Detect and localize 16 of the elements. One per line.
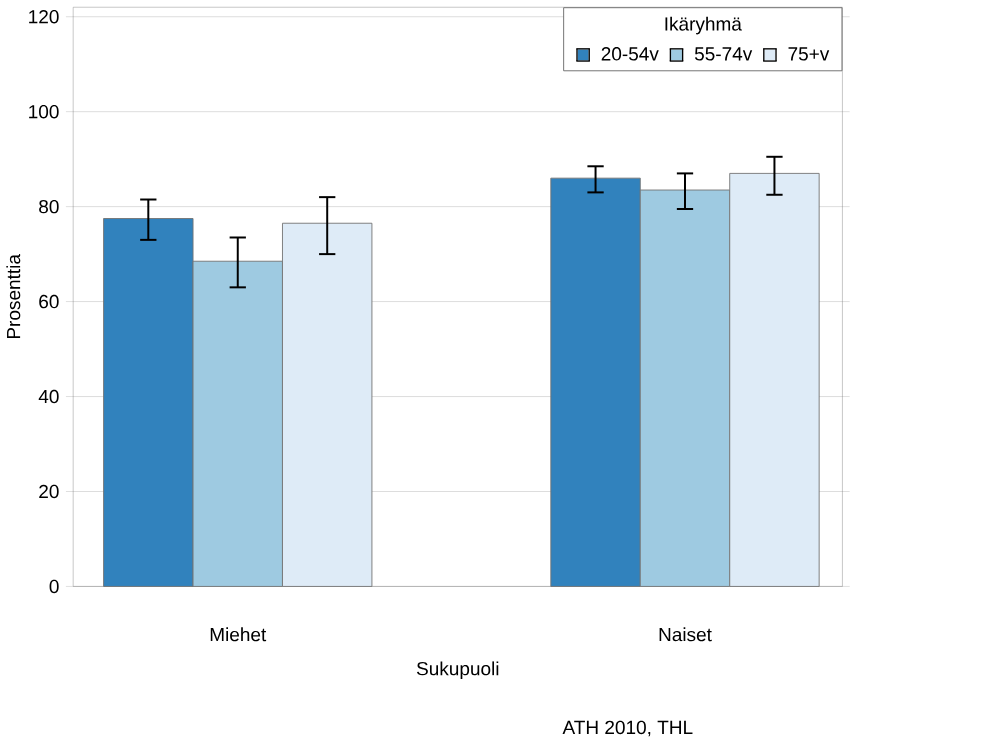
y-tick-label: 100 (29, 105, 59, 119)
legend-label: 20-54v (601, 47, 659, 61)
y-tick-label: 0 (49, 579, 59, 594)
legend-label: 75+v (788, 47, 830, 61)
y-tick-label: 20 (39, 484, 59, 499)
y-tick-label: 40 (38, 389, 59, 404)
y-tick-label: 80 (39, 200, 59, 214)
legend-label: 55-74v (694, 47, 753, 61)
legend-title: Ikäryhmä (665, 16, 742, 35)
x-tick-label: Naiset (659, 627, 712, 642)
x-axis-title: Sukupuoli (416, 661, 499, 680)
text: ATH 2010, THL (562, 720, 693, 737)
y-tick-label: 60 (39, 294, 59, 309)
x-tick-label: Miehet (210, 627, 267, 642)
y-axis-title: Prosenttia (6, 254, 21, 339)
y-tick-label: 120 (29, 10, 59, 24)
